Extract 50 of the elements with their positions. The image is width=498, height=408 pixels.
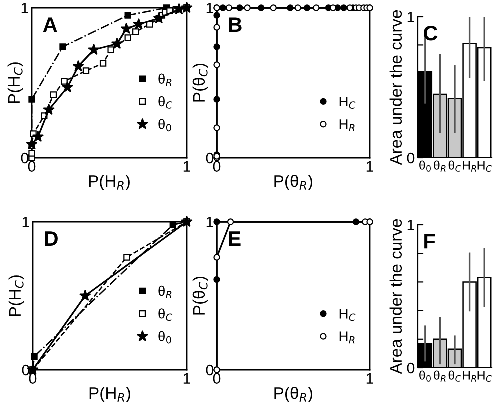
y-tick-label: 1 — [408, 220, 414, 231]
y-axis-title: P(H$_{C}$) — [8, 276, 24, 316]
y-axis-title: Area under the curve — [390, 10, 402, 166]
legend-label: H$_{C}$ — [340, 309, 356, 322]
y-tick-label: 0 — [407, 362, 415, 374]
x-tick-label: 1 — [184, 161, 191, 172]
x-tick-label: H$_{C}$ — [478, 161, 492, 172]
chart-title: F — [424, 234, 436, 249]
y-tick-label: 1 — [22, 3, 28, 14]
x-tick-label: 1 — [184, 373, 191, 384]
legend-label: θ$_{0}$ — [158, 119, 172, 132]
legend-label: θ$_{R}$ — [158, 286, 172, 298]
x-tick-label: H$_{C}$ — [478, 371, 492, 382]
x-tick-label: H$_{R}$ — [463, 161, 476, 172]
legend-label: θ$_{C}$ — [158, 96, 173, 109]
legend-label: θ$_{R}$ — [158, 74, 172, 86]
chart-title: C — [424, 26, 438, 41]
legend-label: θ$_{C}$ — [158, 308, 173, 322]
legend-label: H$_{R}$ — [340, 332, 355, 344]
chart-title: D — [45, 232, 58, 246]
x-tick-label: 1 — [366, 161, 374, 172]
y-axis-title: Area under the curve — [390, 219, 402, 374]
chart-title: B — [229, 18, 242, 32]
legend-label: H$_{R}$ — [340, 120, 355, 132]
y-tick-label: 1 — [22, 217, 30, 228]
x-tick-label: θ$_{0}$ — [420, 370, 431, 382]
x-tick-label: θ$_{C}$ — [448, 370, 462, 382]
x-tick-label: θ$_{0}$ — [420, 160, 431, 172]
legend-label: θ$_{0}$ — [158, 331, 172, 344]
y-tick-label: 1 — [206, 217, 214, 228]
x-tick-label: θ$_{C}$ — [448, 160, 462, 172]
x-axis-title: P(θ$_{R}$) — [274, 387, 313, 403]
y-axis-title: P(θ$_{C}$) — [192, 64, 208, 102]
x-tick-label: θ$_{R}$ — [434, 370, 446, 382]
x-tick-label: 0 — [29, 373, 37, 384]
x-tick-label: 1 — [366, 373, 374, 384]
chart-title: E — [229, 232, 241, 246]
x-axis-title: P(θ$_{R}$) — [274, 175, 313, 191]
y-axis-title: P(H$_{C}$) — [8, 62, 24, 104]
x-tick-label: θ$_{R}$ — [434, 160, 446, 172]
y-tick-label: 1 — [408, 12, 414, 23]
y-axis-title: P(θ$_{C}$) — [192, 276, 208, 315]
x-axis-title: P(H$_{R}$) — [90, 387, 130, 403]
y-tick-label: 0 — [206, 152, 214, 164]
x-tick-label: H$_{R}$ — [463, 371, 476, 382]
y-tick-label: 0 — [407, 152, 415, 164]
y-tick-label: 1 — [206, 3, 214, 14]
x-axis-title: P(H$_{R}$) — [89, 175, 130, 191]
legend-label: H$_{C}$ — [340, 96, 356, 109]
chart-title: A — [43, 18, 58, 32]
